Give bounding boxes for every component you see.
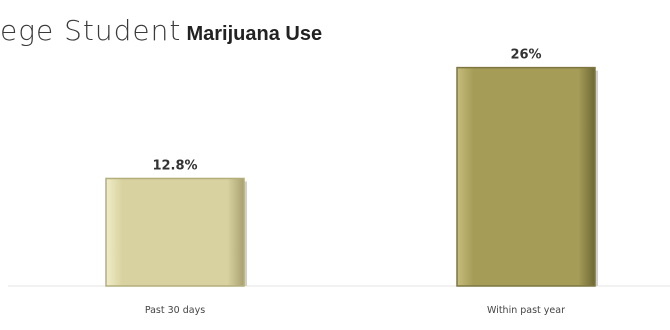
category-label: Within past year — [487, 305, 565, 316]
chart-title-part2: Marijuana Use — [186, 23, 323, 45]
chart-title-part1: ege Student — [0, 14, 182, 47]
value-label: 12.8% — [152, 158, 197, 173]
bar-within-past-year — [456, 66, 596, 287]
value-label: 26% — [510, 48, 541, 63]
bar-past-30-days — [105, 177, 245, 287]
chart-title: ege Student Marijuana Use — [0, 14, 322, 54]
category-label: Past 30 days — [145, 305, 205, 316]
